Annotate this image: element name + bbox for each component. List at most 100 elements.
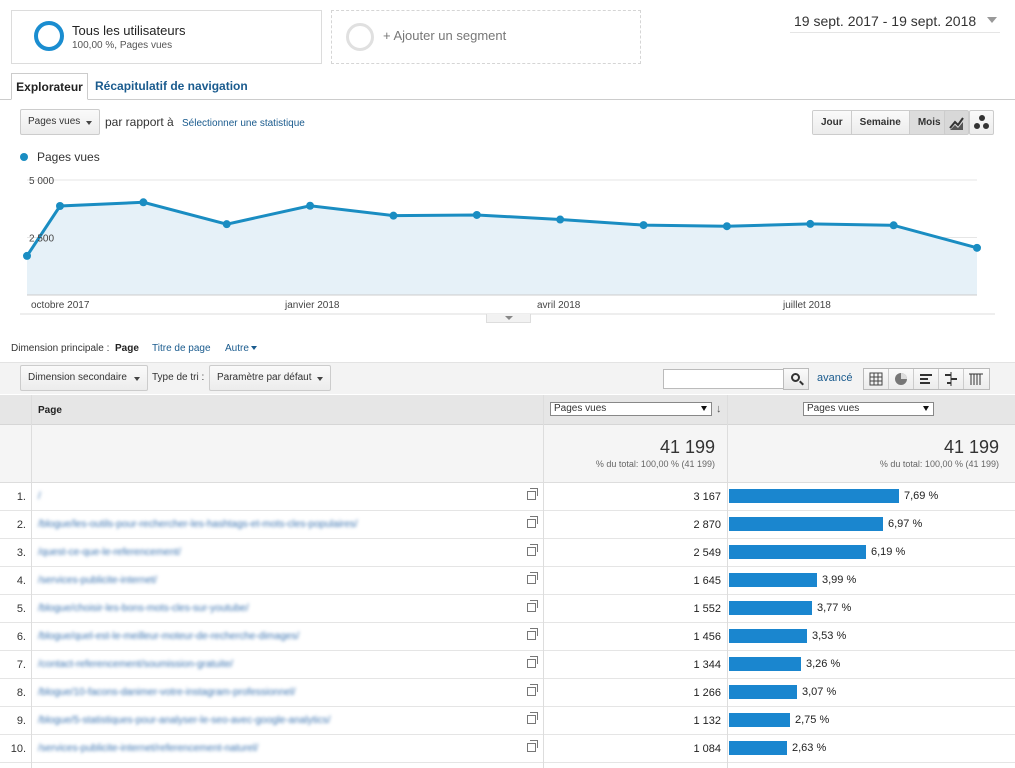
view-type-group	[863, 368, 990, 390]
data-point	[889, 221, 898, 230]
open-external-icon[interactable]	[527, 516, 538, 528]
chevron-down-icon[interactable]	[987, 17, 997, 23]
page-path-link[interactable]: /blogue/10-facons-danimer-votre-instagra…	[38, 687, 296, 698]
tab-navigation-summary[interactable]: Récapitulatif de navigation	[95, 79, 248, 93]
percent-label: 7,69 %	[904, 490, 939, 502]
sort-desc-icon[interactable]: ↓	[716, 403, 722, 415]
compare-label: par rapport à	[105, 115, 174, 129]
sort-type-label: Type de tri :	[152, 372, 205, 383]
pageviews-value: 1 344	[693, 659, 721, 671]
sort-type-select[interactable]: Paramètre par défaut	[209, 365, 331, 391]
open-external-icon[interactable]	[527, 628, 538, 640]
legend-dot-icon	[20, 153, 28, 161]
bar-column-label: Pages vues	[807, 403, 860, 414]
table-row: 8. /blogue/10-facons-danimer-votre-instag…	[0, 679, 1015, 707]
pageviews-value: 1 552	[693, 603, 721, 615]
data-point	[973, 243, 981, 252]
table-row: 5. /blogue/choisir-les-bons-mots-cles-sur…	[0, 595, 1015, 623]
percent-bar	[729, 573, 817, 587]
column-header-page[interactable]: Page	[38, 405, 62, 416]
table-toolbar	[0, 362, 1015, 394]
date-underline	[790, 32, 1000, 33]
month-button[interactable]: Mois	[909, 111, 949, 134]
percent-label: 3,77 %	[817, 602, 852, 614]
performance-view-icon	[920, 374, 932, 384]
secondary-dimension-select[interactable]: Dimension secondaire	[20, 365, 148, 391]
open-external-icon[interactable]	[527, 572, 538, 584]
pageviews-value: 3 167	[693, 491, 721, 503]
open-external-icon[interactable]	[527, 656, 538, 668]
percent-bar	[729, 601, 812, 615]
metric-column-select[interactable]: Pages vues	[550, 402, 712, 416]
page-path-link[interactable]: /quest-ce-que-le-referencement/	[38, 547, 181, 558]
table-search-input[interactable]	[663, 369, 784, 389]
page-path-link[interactable]: /blogue/les-outils-pour-rechercher-les-h…	[38, 519, 358, 530]
row-number: 10.	[10, 743, 26, 755]
row-number: 6.	[16, 631, 26, 643]
percent-label: 2,75 %	[795, 714, 830, 726]
percent-label: 3,26 %	[806, 658, 841, 670]
dimension-page-title-link[interactable]: Titre de page	[152, 343, 211, 354]
table-view-button[interactable]	[864, 369, 889, 389]
pageviews-value: 2 870	[693, 519, 721, 531]
add-segment-label: + Ajouter un segment	[383, 28, 507, 43]
granularity-group: Jour Semaine Mois	[812, 110, 950, 135]
legend-label: Pages vues	[37, 150, 100, 164]
page-path-link[interactable]: /blogue/5-statistiques-pour-analyser-le-…	[38, 715, 331, 726]
pageviews-chart: 5 000 2 500 octobre 2017 janvier 2018 avril …	[20, 176, 995, 315]
page-path-link[interactable]: /contact-referencement/soumission-gratui…	[38, 659, 234, 670]
tabs-divider	[0, 99, 1015, 100]
data-point	[23, 251, 31, 260]
dropdown-arrow-icon	[923, 406, 929, 411]
open-external-icon[interactable]	[527, 600, 538, 612]
open-external-icon[interactable]	[527, 740, 538, 752]
segment-subtitle: 100,00 %, Pages vues	[72, 40, 173, 51]
data-point	[722, 222, 731, 231]
sort-type-value: Paramètre par défaut	[217, 372, 312, 383]
open-external-icon[interactable]	[527, 684, 538, 696]
chevron-down-icon	[86, 121, 92, 125]
comparison-view-icon	[945, 372, 957, 386]
pie-view-button[interactable]	[889, 369, 914, 389]
performance-view-button[interactable]	[914, 369, 939, 389]
row-number: 5.	[16, 603, 26, 615]
metric-select[interactable]: Pages vues	[20, 109, 100, 135]
select-stat-link[interactable]: Sélectionner une statistique	[182, 118, 305, 129]
advanced-filter-link[interactable]: avancé	[817, 372, 853, 384]
page-path-link[interactable]: /blogue/choisir-les-bons-mots-cles-sur-y…	[38, 603, 249, 614]
open-external-icon[interactable]	[527, 488, 538, 500]
date-range-picker[interactable]: 19 sept. 2017 - 19 sept. 2018	[794, 13, 977, 29]
day-button[interactable]: Jour	[813, 111, 852, 134]
x-tick-label: janvier 2018	[284, 300, 340, 311]
dimension-other-link[interactable]: Autre	[225, 343, 257, 354]
collapse-chart-toggle[interactable]	[486, 314, 531, 323]
page-path-link[interactable]: /services-publicite-internet/referenceme…	[38, 743, 259, 754]
y-tick-label: 5 000	[29, 176, 54, 187]
pivot-view-button[interactable]	[964, 369, 989, 389]
segment-all-users[interactable]: Tous les utilisateurs 100,00 %, Pages vu…	[11, 10, 322, 64]
add-segment-button[interactable]: + Ajouter un segment	[331, 10, 641, 64]
percent-label: 3,99 %	[822, 574, 857, 586]
motion-chart-button[interactable]	[969, 110, 994, 135]
page-path-link[interactable]: /blogue/quel-est-le-meilleur-moteur-de-r…	[38, 631, 300, 642]
open-external-icon[interactable]	[527, 712, 538, 724]
table-row: 6. /blogue/quel-est-le-meilleur-moteur-de…	[0, 623, 1015, 651]
page-path-link[interactable]: /services-publicite-internet/	[38, 575, 157, 586]
pageviews-value: 2 549	[693, 547, 721, 559]
percent-label: 3,07 %	[802, 686, 837, 698]
chevron-down-icon	[317, 377, 323, 381]
comparison-view-button[interactable]	[939, 369, 964, 389]
percent-label: 2,63 %	[792, 742, 827, 754]
segment-title: Tous les utilisateurs	[72, 23, 186, 38]
search-button[interactable]	[783, 368, 809, 390]
line-chart-button[interactable]	[944, 110, 969, 135]
table-row: 9. /blogue/5-statistiques-pour-analyser-l…	[0, 707, 1015, 735]
open-external-icon[interactable]	[527, 544, 538, 556]
area-fill	[27, 202, 977, 295]
tab-explorer[interactable]: Explorateur	[11, 73, 88, 100]
bar-column-select[interactable]: Pages vues	[803, 402, 934, 416]
page-path-link[interactable]: /	[38, 491, 41, 502]
x-tick-label: juillet 2018	[782, 300, 831, 311]
week-button[interactable]: Semaine	[851, 111, 910, 134]
row-number: 1.	[16, 491, 26, 503]
